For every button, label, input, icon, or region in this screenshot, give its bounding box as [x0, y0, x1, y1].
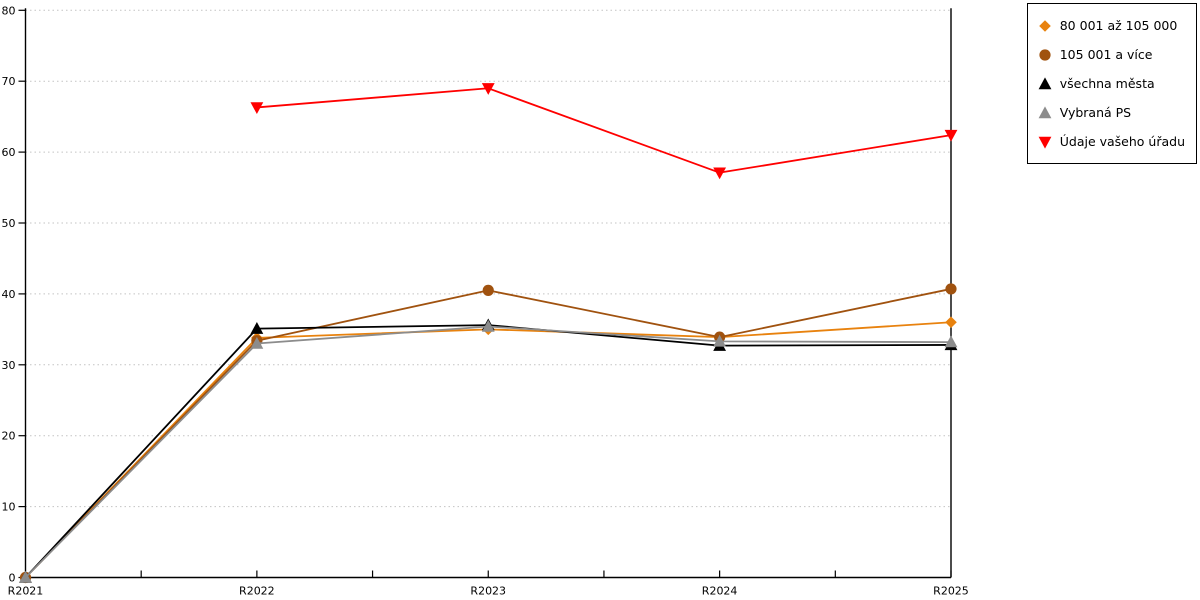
legend-item-2: 105 001 a více — [1038, 40, 1185, 69]
y-tick-label: 40 — [2, 288, 16, 301]
legend-item-4: Vybraná PS — [1038, 98, 1185, 127]
x-tick-label: R2025 — [933, 585, 969, 598]
gridlines — [25, 9, 951, 508]
legend-item-1: 80 001 až 105 000 — [1038, 11, 1185, 40]
legend-label: Vybraná PS — [1059, 105, 1132, 120]
x-tick-label: R2023 — [470, 585, 506, 598]
x-tick-label: R2024 — [702, 585, 738, 598]
triangle-down-icon — [1038, 136, 1052, 149]
data-point-marker — [481, 319, 495, 332]
data-point-marker — [250, 336, 264, 349]
legend-label: Údaje vašeho úřadu — [1059, 134, 1185, 149]
y-tick-label: 20 — [2, 430, 16, 443]
triangle-up-icon — [1038, 76, 1052, 89]
y-tick-label: 10 — [2, 501, 16, 514]
data-point-marker — [250, 322, 264, 334]
y-tick-label: 60 — [2, 146, 16, 159]
x-axis-ticks: R2021 R2022 R2023 R2024 R2025 — [8, 570, 969, 598]
series-4 — [19, 319, 958, 583]
data-point-marker — [19, 570, 32, 583]
x-tick-label: R2022 — [239, 585, 275, 598]
legend-item-3: všechna města — [1038, 69, 1185, 98]
y-tick-label: 50 — [2, 217, 16, 230]
data-point-marker — [944, 129, 958, 142]
y-tick-label: 70 — [2, 75, 16, 88]
y-axis-ticks: 0 10 20 30 40 50 60 70 80 — [2, 4, 26, 585]
x-tick-label: R2021 — [8, 585, 44, 598]
y-tick-label: 30 — [2, 359, 16, 372]
series-3 — [19, 318, 958, 583]
data-point-marker — [250, 102, 264, 115]
legend-label: 105 001 a více — [1059, 47, 1153, 62]
y-tick-label: 0 — [9, 572, 16, 585]
data-point-marker — [945, 316, 957, 329]
legend-label: všechna města — [1059, 76, 1155, 91]
data-point-marker — [481, 83, 495, 95]
diamond-icon — [1038, 19, 1051, 32]
series-5 — [250, 83, 958, 180]
data-point-marker — [713, 167, 727, 180]
legend-label: 80 001 až 105 000 — [1059, 18, 1178, 33]
data-point-marker — [482, 284, 494, 296]
legend: 80 001 až 105 000 105 001 a více všechna m… — [1026, 3, 1197, 164]
triangle-up-icon — [1038, 105, 1052, 118]
legend-item-5: Údaje vašeho úřadu — [1038, 127, 1185, 156]
data-point-marker — [713, 334, 727, 347]
circle-icon — [1039, 48, 1051, 61]
y-tick-label: 80 — [2, 4, 16, 17]
data-point-marker — [944, 335, 958, 348]
series-1 — [19, 316, 957, 584]
data-point-marker — [945, 283, 957, 295]
